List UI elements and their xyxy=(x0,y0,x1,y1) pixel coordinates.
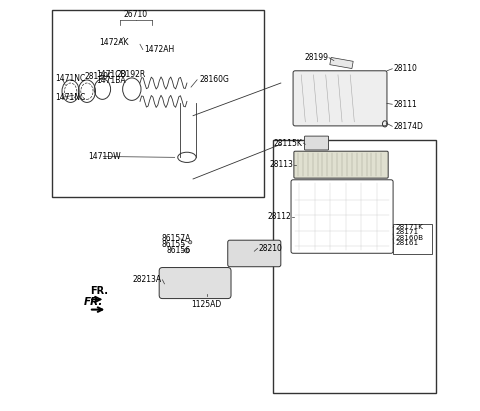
Text: 1471BA: 1471BA xyxy=(96,76,126,85)
FancyBboxPatch shape xyxy=(159,268,231,298)
Text: 1471CD: 1471CD xyxy=(96,70,127,79)
Bar xyxy=(52,9,264,197)
Text: 28160G: 28160G xyxy=(199,75,229,84)
Text: 86155: 86155 xyxy=(162,240,186,249)
Text: 28112: 28112 xyxy=(267,212,291,221)
Bar xyxy=(273,140,436,393)
Text: 28110: 28110 xyxy=(393,64,417,73)
Circle shape xyxy=(189,240,192,244)
FancyArrowPatch shape xyxy=(315,142,318,144)
Text: 28174D: 28174D xyxy=(393,122,423,131)
Text: 1472AH: 1472AH xyxy=(144,45,174,54)
Text: 1471NC: 1471NC xyxy=(56,93,86,102)
Text: 28192R: 28192R xyxy=(117,70,146,79)
Text: 28171: 28171 xyxy=(395,229,418,235)
Bar xyxy=(393,224,432,254)
Text: 1471NC: 1471NC xyxy=(56,74,86,83)
FancyBboxPatch shape xyxy=(293,71,387,126)
Text: 28199: 28199 xyxy=(305,53,329,62)
Text: 28115K: 28115K xyxy=(274,139,302,148)
Text: 1471DW: 1471DW xyxy=(88,152,121,161)
Text: 28210: 28210 xyxy=(258,244,282,253)
Text: 1472AK: 1472AK xyxy=(99,38,129,47)
Text: 28113: 28113 xyxy=(269,160,293,169)
Text: 28171K: 28171K xyxy=(395,224,423,230)
FancyBboxPatch shape xyxy=(294,151,388,178)
Text: 28160B: 28160B xyxy=(395,235,423,241)
FancyBboxPatch shape xyxy=(228,240,281,267)
Text: 28111: 28111 xyxy=(393,100,417,109)
Text: 1125AD: 1125AD xyxy=(192,300,222,309)
Text: 26710: 26710 xyxy=(124,9,148,18)
Text: 28213A: 28213A xyxy=(132,275,162,284)
Text: 86157A: 86157A xyxy=(162,234,191,243)
Text: FR.: FR. xyxy=(84,297,103,307)
Text: 28161: 28161 xyxy=(395,240,418,247)
Text: 28139C: 28139C xyxy=(84,72,113,81)
Bar xyxy=(330,58,353,69)
Text: 86156: 86156 xyxy=(167,246,191,255)
Text: FR.: FR. xyxy=(90,286,108,296)
Circle shape xyxy=(184,248,190,253)
FancyBboxPatch shape xyxy=(304,136,329,150)
